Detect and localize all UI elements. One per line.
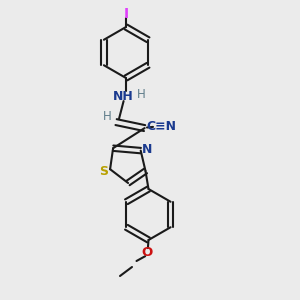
Text: H: H xyxy=(103,110,112,123)
Text: C≡N: C≡N xyxy=(146,120,176,133)
Text: S: S xyxy=(99,165,108,178)
Text: H: H xyxy=(136,88,146,101)
Text: N: N xyxy=(142,143,152,156)
Text: NH: NH xyxy=(113,90,134,103)
Text: I: I xyxy=(123,7,129,20)
Text: O: O xyxy=(141,246,153,259)
